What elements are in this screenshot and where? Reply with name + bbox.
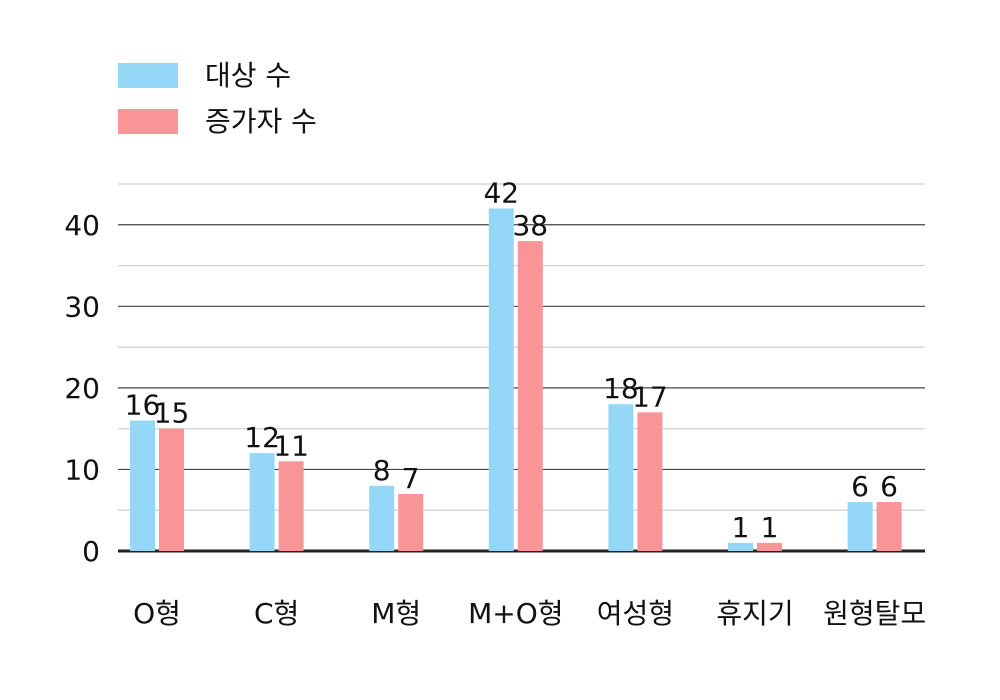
y-axis: 0 10 20 30 40 [64, 209, 100, 568]
x-axis: O형 C형 M형 M+O형 여성형 휴지기 원형탈모 [133, 597, 926, 630]
legend-label-increase-count: 증가자 수 [205, 105, 317, 138]
increase-count-bar [637, 412, 663, 551]
increase-count-data-label: 6 [880, 470, 898, 503]
target-count-bar [608, 404, 634, 551]
y-tick-label: 30 [64, 290, 100, 323]
legend-swatch-increase-count [118, 109, 178, 134]
x-category-label: 여성형 [597, 597, 674, 630]
target-count-data-label: 16 [125, 389, 161, 422]
increase-count-bar [398, 493, 424, 551]
target-count-data-label: 12 [244, 421, 280, 454]
legend-swatch-target-count [118, 63, 178, 88]
x-category-label: 원형탈모 [823, 597, 926, 630]
legend-label-target-count: 대상 수 [205, 59, 291, 92]
target-count-bar [488, 208, 514, 551]
x-category-label: O형 [133, 597, 181, 630]
increase-count-data-label: 17 [632, 380, 668, 413]
target-count-bar [728, 542, 753, 551]
bars [130, 208, 902, 552]
y-tick-label: 0 [82, 535, 100, 568]
target-count-data-label: 8 [373, 454, 391, 487]
x-category-label: M형 [371, 597, 421, 630]
target-count-data-label: 42 [483, 176, 519, 209]
increase-count-data-label: 7 [402, 462, 420, 495]
increase-count-data-label: 15 [154, 397, 190, 430]
legend: 대상 수 증가자 수 [118, 59, 317, 138]
target-count-data-label: 1 [732, 511, 750, 544]
target-count-bar [847, 502, 873, 551]
target-count-data-label: 6 [851, 470, 869, 503]
target-count-bar [249, 453, 275, 551]
target-count-bar [130, 420, 155, 551]
y-tick-label: 40 [64, 209, 100, 242]
increase-count-bar [278, 461, 304, 551]
x-category-label: C형 [254, 597, 299, 630]
increase-count-data-label: 38 [512, 209, 548, 242]
x-category-label: M+O형 [468, 597, 563, 630]
increase-count-bar [159, 428, 184, 551]
target-count-bar [369, 485, 395, 551]
y-tick-label: 10 [64, 453, 100, 486]
y-tick-label: 20 [64, 372, 100, 405]
x-category-label: 휴지기 [716, 597, 793, 630]
target-count-data-label: 18 [603, 372, 639, 405]
increase-count-bar [757, 542, 782, 551]
increase-count-data-label: 1 [761, 511, 779, 544]
increase-count-data-label: 11 [273, 429, 309, 462]
increase-count-bar [517, 241, 543, 552]
increase-count-bar [876, 502, 902, 551]
